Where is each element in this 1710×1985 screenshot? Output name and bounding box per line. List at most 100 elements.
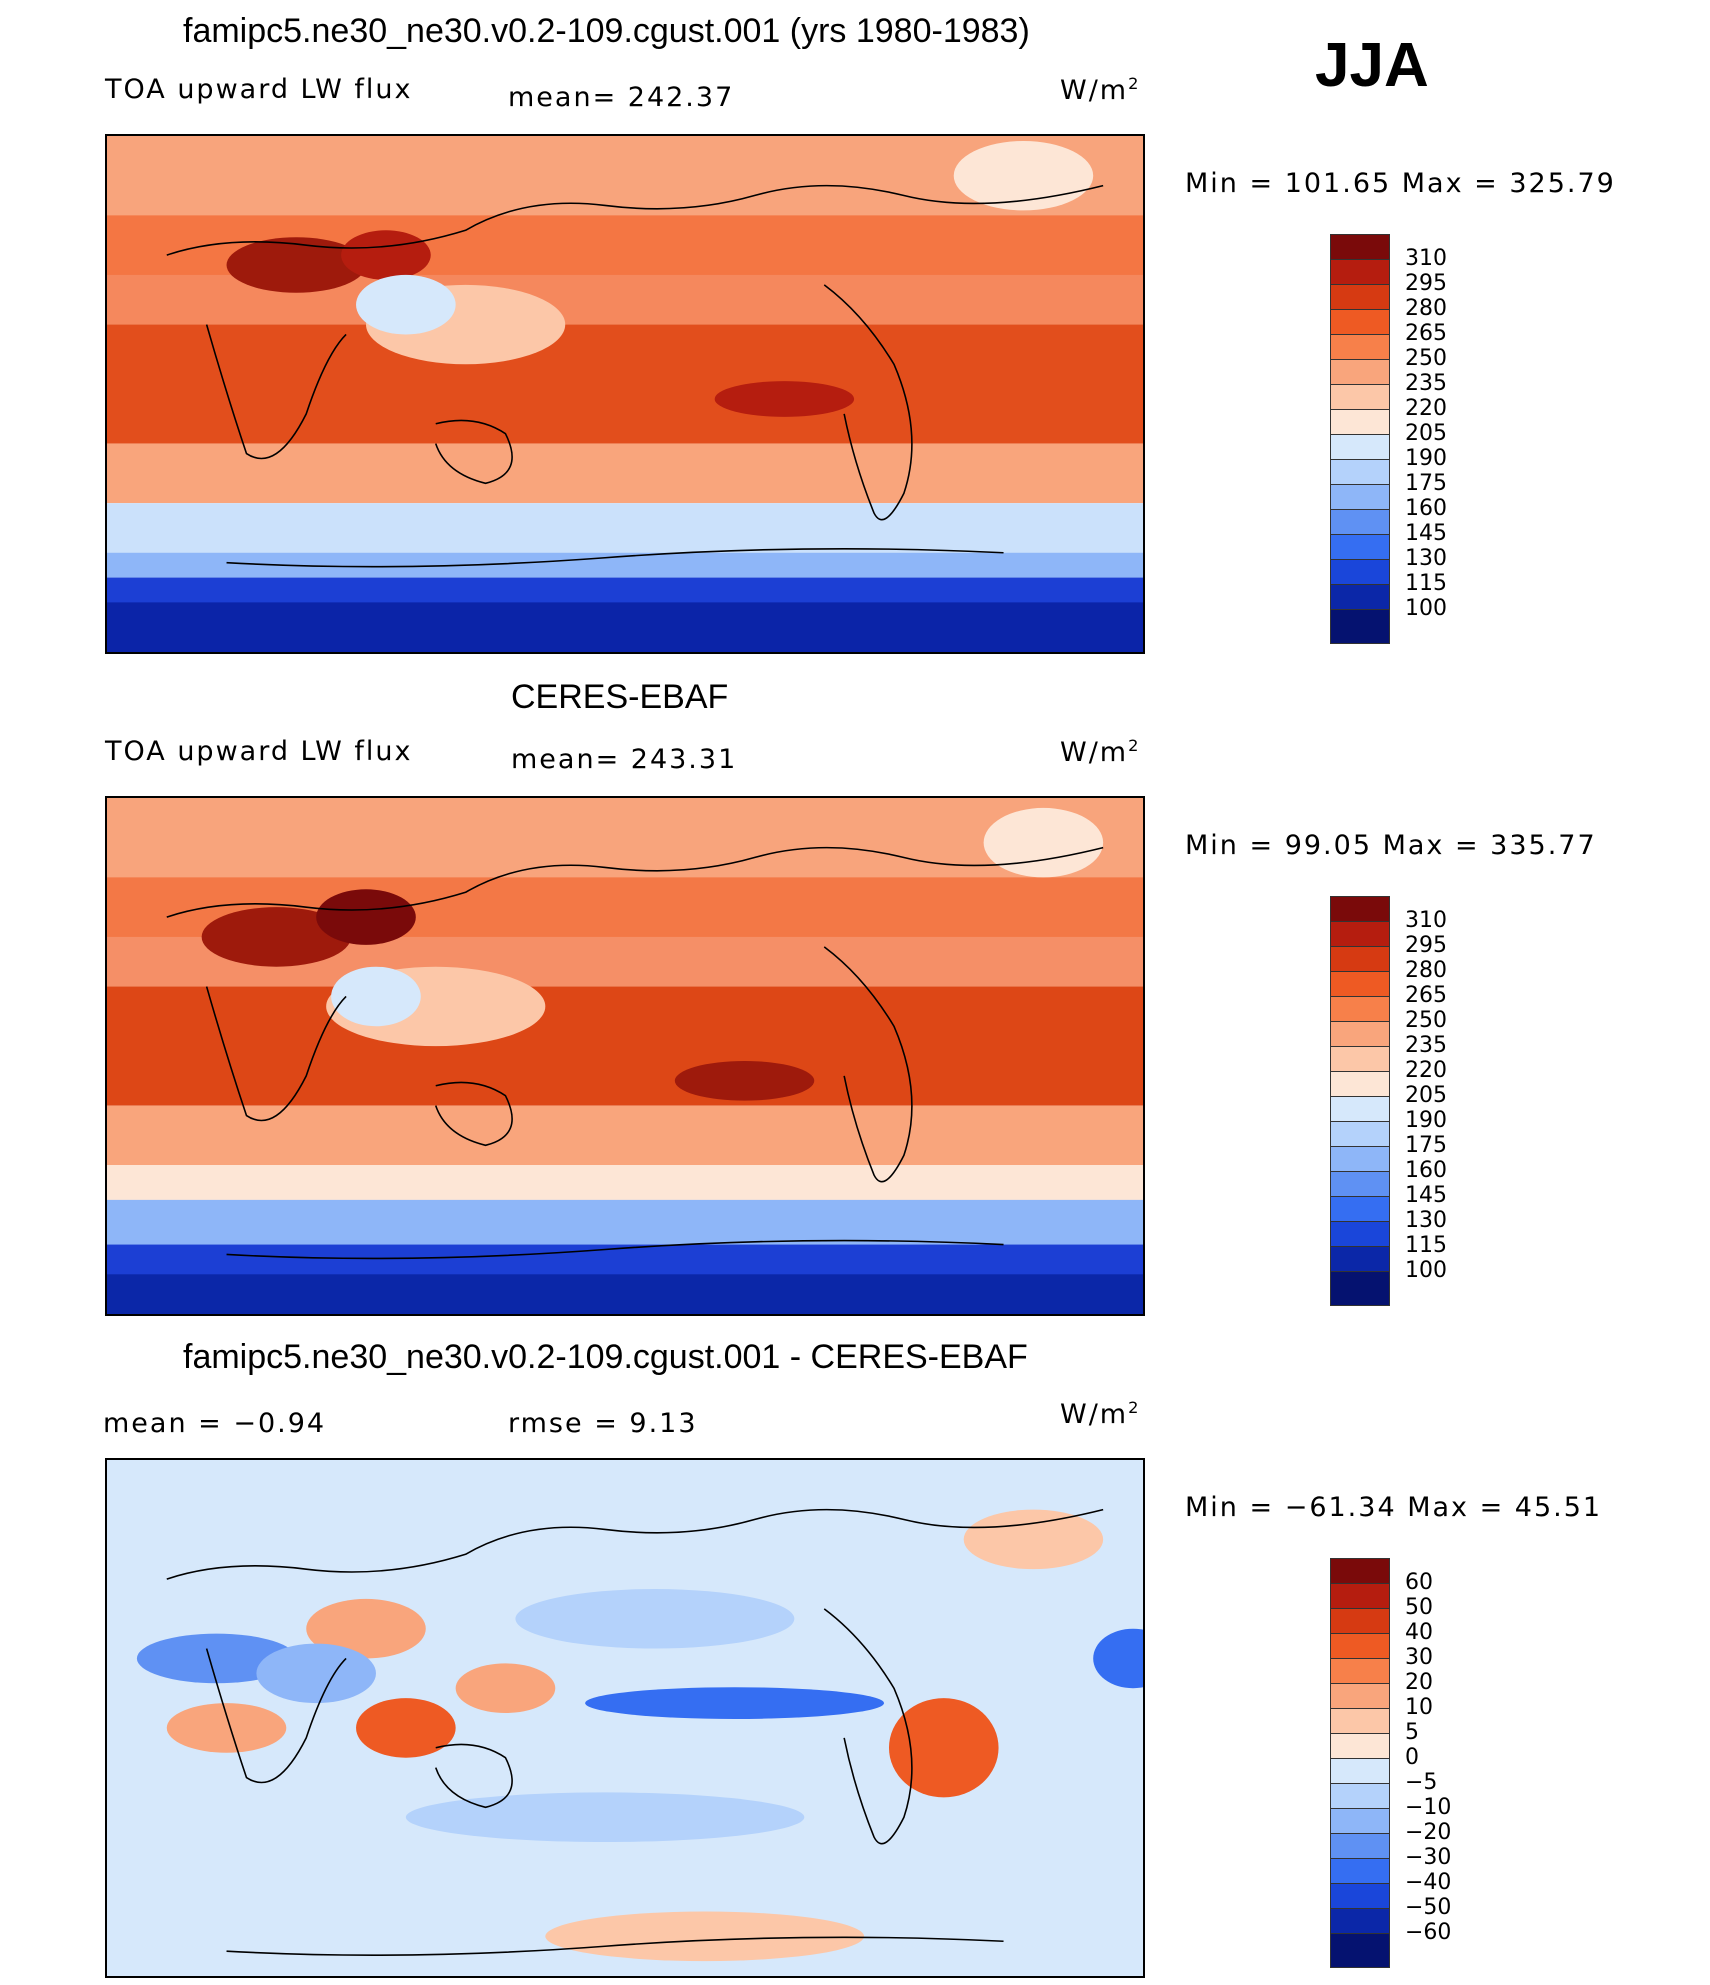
map-feature-strong-cool	[585, 1687, 884, 1719]
colorbar-swatch	[1330, 234, 1390, 260]
colorbar-swatch	[1330, 1858, 1390, 1884]
map-coastline	[166, 846, 1104, 1260]
colorbar-swatch	[1330, 1658, 1390, 1684]
colorbar-tick-label: 265	[1405, 321, 1447, 346]
map-feature-warm	[545, 1911, 865, 1962]
colorbar-tick-label: 190	[1405, 446, 1447, 471]
colorbar-tick-label: 205	[1405, 421, 1447, 446]
map-feature-arabia-hot	[341, 230, 431, 280]
colorbar-swatch	[1330, 259, 1390, 285]
colorbar-tick-label: 205	[1405, 1083, 1447, 1108]
panel2-units: W/m2	[1060, 736, 1141, 768]
colorbar-tick-label: 30	[1405, 1645, 1433, 1670]
panel3-colorbar	[1330, 1558, 1390, 1968]
colorbar-swatch	[1330, 584, 1390, 610]
panel3-mean: mean = −0.94	[103, 1408, 327, 1439]
map-band-tropics	[107, 324, 1143, 444]
colorbar-tick-label: 50	[1405, 1595, 1433, 1620]
colorbar-swatch	[1330, 484, 1390, 510]
colorbar-swatch	[1330, 1071, 1390, 1097]
colorbar-tick-label: 295	[1405, 933, 1447, 958]
map-feature-cool	[136, 1633, 297, 1684]
colorbar-swatch	[1330, 1196, 1390, 1222]
panel2-title: CERES-EBAF	[511, 678, 729, 716]
colorbar-tick-label: 250	[1405, 1008, 1447, 1033]
panel3-units: W/m2	[1060, 1398, 1141, 1430]
colorbar-tick-label: 220	[1405, 1058, 1447, 1083]
colorbar-swatch	[1330, 1708, 1390, 1734]
panel1-map	[105, 134, 1145, 654]
colorbar-swatch	[1330, 1933, 1390, 1968]
colorbar-tick-label: −20	[1405, 1820, 1452, 1845]
colorbar-swatch	[1330, 1608, 1390, 1634]
map-feature-monsoon	[356, 274, 456, 335]
map-feature-greenland	[983, 807, 1104, 878]
panel2-variable: TOA upward LW flux	[105, 736, 413, 767]
colorbar-swatch	[1330, 1783, 1390, 1809]
colorbar-tick-label: 130	[1405, 546, 1447, 571]
panel1-minmax: Min = 101.65 Max = 325.79	[1185, 168, 1616, 199]
colorbar-tick-label: 100	[1405, 1258, 1447, 1283]
colorbar-swatch	[1330, 1046, 1390, 1072]
colorbar-swatch	[1330, 1146, 1390, 1172]
colorbar-tick-label: 115	[1405, 1233, 1447, 1258]
colorbar-tick-label: 60	[1405, 1570, 1433, 1595]
colorbar-tick-label: 310	[1405, 908, 1447, 933]
colorbar-swatch	[1330, 609, 1390, 644]
colorbar-tick-label: 145	[1405, 1183, 1447, 1208]
panel1-variable: TOA upward LW flux	[105, 74, 413, 105]
colorbar-swatch	[1330, 309, 1390, 335]
map-feature-monsoon	[331, 966, 421, 1027]
colorbar-swatch	[1330, 1833, 1390, 1859]
panel2-map	[105, 796, 1145, 1316]
colorbar-tick-label: 190	[1405, 1108, 1447, 1133]
colorbar-tick-label: 175	[1405, 471, 1447, 496]
colorbar-swatch	[1330, 996, 1390, 1022]
colorbar-swatch	[1330, 1733, 1390, 1759]
colorbar-tick-label: 295	[1405, 271, 1447, 296]
colorbar-tick-label: −40	[1405, 1870, 1452, 1895]
colorbar-tick-label: 280	[1405, 958, 1447, 983]
colorbar-swatch	[1330, 1271, 1390, 1306]
map-band-tropics	[107, 986, 1143, 1106]
colorbar-tick-label: 0	[1405, 1745, 1419, 1770]
colorbar-swatch	[1330, 1758, 1390, 1784]
panel1-title: famipc5.ne30_ne30.v0.2-109.cgust.001 (yr…	[183, 12, 1030, 50]
colorbar-swatch	[1330, 1583, 1390, 1609]
map-feature-arabia-hot	[316, 889, 416, 945]
map-coastline	[166, 184, 1104, 568]
colorbar-swatch	[1330, 459, 1390, 485]
panel1-units: W/m2	[1060, 74, 1141, 106]
panel2-minmax: Min = 99.05 Max = 335.77	[1185, 830, 1597, 861]
colorbar-swatch	[1330, 559, 1390, 585]
map-feature-warm	[166, 1703, 287, 1753]
colorbar-tick-label: −30	[1405, 1845, 1452, 1870]
colorbar-swatch	[1330, 896, 1390, 922]
colorbar-swatch	[1330, 334, 1390, 360]
colorbar-tick-label: 10	[1405, 1695, 1433, 1720]
colorbar-swatch	[1330, 1808, 1390, 1834]
map-band-midlat-s	[107, 1105, 1143, 1166]
panel3-map	[105, 1458, 1145, 1978]
colorbar-swatch	[1330, 284, 1390, 310]
panel3-title: famipc5.ne30_ne30.v0.2-109.cgust.001 - C…	[183, 1338, 1028, 1376]
colorbar-tick-label: −10	[1405, 1795, 1452, 1820]
colorbar-swatch	[1330, 971, 1390, 997]
colorbar-tick-label: 130	[1405, 1208, 1447, 1233]
season-label: JJA	[1315, 31, 1429, 100]
colorbar-tick-label: 310	[1405, 246, 1447, 271]
colorbar-swatch	[1330, 1121, 1390, 1147]
colorbar-tick-label: 5	[1405, 1720, 1419, 1745]
map-feature-sahara-hot	[226, 237, 366, 293]
panel1-colorbar	[1330, 234, 1390, 644]
panel3-rmse: rmse = 9.13	[508, 1408, 698, 1439]
map-band-antarctic-deep	[107, 1274, 1143, 1314]
colorbar-swatch	[1330, 1246, 1390, 1272]
colorbar-tick-label: 220	[1405, 396, 1447, 421]
colorbar-swatch	[1330, 1683, 1390, 1709]
map-feature-pacific-hot	[714, 381, 855, 417]
panel2-colorbar	[1330, 896, 1390, 1306]
colorbar-tick-label: 145	[1405, 521, 1447, 546]
colorbar-tick-label: 250	[1405, 346, 1447, 371]
colorbar-swatch	[1330, 434, 1390, 460]
